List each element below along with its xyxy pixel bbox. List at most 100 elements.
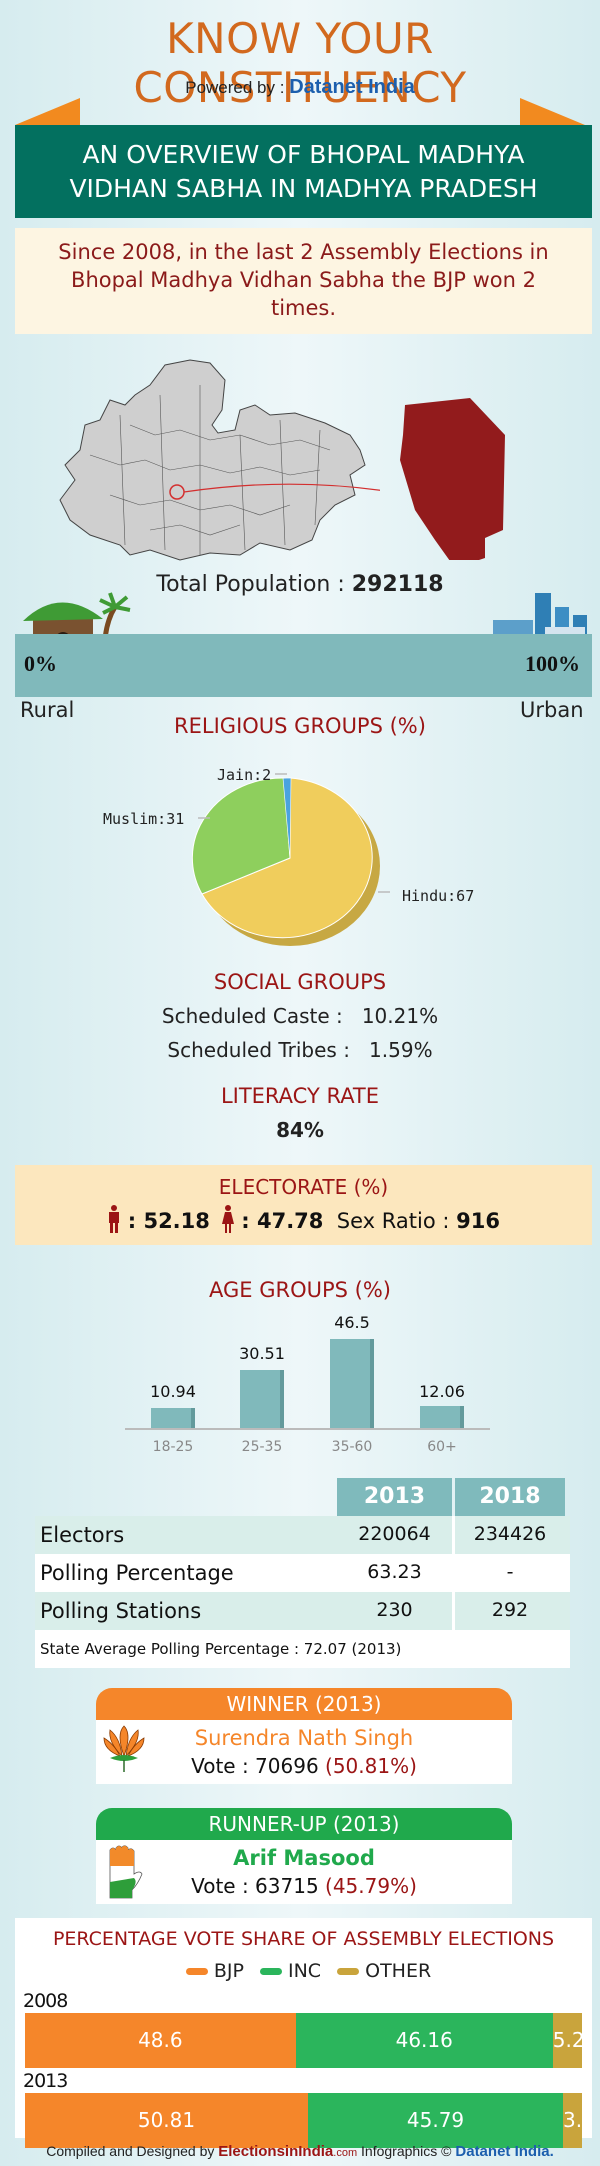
bar-2008-inc: 46.16 [295,2013,553,2068]
age-value-18-25: 10.94 [150,1382,196,1401]
bar-2008-other: 5.24 [552,2013,582,2068]
vote-share-year-2013: 2013 [23,2070,68,2092]
banner-line-2: VIDHAN SABHA IN MADHYA PRADESH [69,174,538,203]
legend-bjp-swatch [185,1968,208,1975]
vote-share-legend: BJP INC OTHER [15,1960,592,1982]
table-row: Electors 220064 234426 [35,1516,570,1554]
age-axis-line [125,1428,490,1430]
inc-hand-icon [109,1845,143,1899]
page-title: KNOW YOUR CONSTITUENCY [133,14,467,112]
bar-2008-bjp: 48.6 [25,2013,296,2068]
row-label: Polling Stations [40,1599,202,1623]
runner-up-name: Arif Masood [233,1846,375,1870]
age-value-60-plus: 12.06 [419,1382,465,1401]
age-bar-25-35 [240,1370,284,1430]
pie-label-jain: Jain:2 [217,766,272,784]
winner-heading: WINNER (2013) [96,1688,512,1720]
population-label: Total Population : [156,572,352,597]
sex-ratio-label: Sex Ratio : [336,1209,457,1233]
age-title-text: AGE GROUPS [209,1278,348,1302]
table-header-row: 2013 2018 [35,1478,570,1516]
age-cat-25-35: 25-35 [241,1439,283,1455]
runner-up-vote-count: Vote : 63715 [191,1874,326,1898]
pie-label-muslim: Muslim:31 [103,810,185,828]
row-value-2018: 292 [491,1599,529,1621]
state-average-note: State Average Polling Percentage : 72.07… [40,1640,402,1658]
age-cat-60-plus: 60+ [427,1439,457,1455]
age-cat-35-60: 35-60 [331,1439,373,1455]
legend-other-swatch [337,1968,360,1975]
header-2018: 2018 [455,1478,565,1516]
electorate-title-unit: (%) [347,1175,389,1199]
bar-2013-other: 3.4 [563,2093,582,2148]
rural-label: Rural [20,698,75,722]
header-2013: 2013 [337,1478,452,1516]
st-label: Scheduled Tribes : [167,1038,350,1062]
runner-up-vote: Vote : 63715 (45.79%) [96,1874,512,1898]
female-icon [221,1205,234,1233]
winner-body: Surendra Nath Singh Vote : 70696 (50.81%… [96,1720,512,1784]
religious-title-text: RELIGIOUS GROUPS [174,714,383,738]
age-bar-18-25 [151,1408,195,1430]
winner-card: WINNER (2013) Surendra Nath Singh Vote :… [96,1688,512,1784]
powered-by-label: Powered by : [185,78,290,97]
runner-up-card: RUNNER-UP (2013) Arif Masood Vote : 6371… [96,1808,512,1904]
winner-vote-count: Vote : 70696 [191,1754,326,1778]
age-title-unit: (%) [347,1278,391,1302]
female-percent: : 47.78 [241,1209,324,1233]
male-icon [109,1205,120,1233]
summary-line-1: Since 2008, in the last 2 Assembly Elect… [58,240,549,264]
runner-up-heading-text: RUNNER-UP [208,1812,327,1836]
constituency-map-icon [400,398,505,560]
ribbon-fold-left [15,98,80,125]
total-population: Total Population : 292118 [0,572,600,597]
age-bar-35-60 [330,1339,374,1430]
st-value: 1.59% [369,1038,433,1062]
age-value-25-35: 30.51 [239,1344,285,1363]
footer-site[interactable]: ElectionsinIndia.com [218,2143,357,2160]
footer-site-tld: .com [333,2147,358,2159]
winner-name: Surendra Nath Singh [194,1726,414,1750]
age-cat-18-25: 18-25 [152,1439,194,1455]
scheduled-tribes: Scheduled Tribes : 1.59% [0,1038,600,1062]
footer-compiled: Compiled and Designed by [46,2143,219,2159]
footer-dot: . [549,2143,554,2160]
religious-title-unit: (%) [382,714,426,738]
footer-brand[interactable]: Datanet India [455,2143,550,2160]
runner-up-heading: RUNNER-UP (2013) [96,1808,512,1840]
electorate-values: : 52.18 : 47.78 Sex Ratio : 916 [15,1205,592,1233]
electorate-title-text: ELECTORATE [218,1175,348,1199]
literacy-rate-value: 84% [276,1118,324,1142]
electorate-title: ELECTORATE (%) [15,1175,592,1199]
row-value-2018: 234426 [473,1523,547,1545]
vote-share-bar-2008: 48.6 46.16 5.24 [25,2013,582,2068]
religious-groups-title: RELIGIOUS GROUPS (%) [0,714,600,738]
powered-by: Powered by : Datanet India [0,76,600,99]
row-value-2018: - [506,1561,514,1583]
urban-label: Urban [520,698,584,722]
winner-vote-percent: (50.81%) [325,1754,417,1778]
table-row: Polling Percentage 63.23 - [35,1554,570,1592]
rural-hut-icon [23,592,131,640]
vote-share-bar-2013: 50.81 45.79 3.4 [25,2093,582,2148]
religious-pie-chart [191,773,390,946]
row-value-2013: 220064 [358,1523,431,1545]
summary-line-2: Bhopal Madhya Vidhan Sabha the BJP won 2 [71,268,536,292]
urban-percent: 100% [525,651,580,676]
bar-2013-bjp: 50.81 [25,2093,308,2148]
ribbon-fold-right [520,98,585,125]
bar-2013-inc: 45.79 [308,2093,564,2148]
powered-by-brand: Datanet India [289,76,415,98]
sex-ratio-value: 916 [456,1209,500,1233]
summary-line-3: times. [270,296,337,320]
legend-other-label: OTHER [365,1960,432,1982]
scheduled-caste: Scheduled Caste : 10.21% [0,1004,600,1028]
population-value: 292118 [351,572,444,597]
table-note-row: State Average Polling Percentage : 72.07… [35,1630,570,1668]
age-value-35-60: 46.5 [334,1313,370,1332]
winner-heading-text: WINNER [226,1692,309,1716]
vote-share-year-2008: 2008 [23,1990,68,2012]
vote-share-title: PERCENTAGE VOTE SHARE OF ASSEMBLY ELECTI… [52,1928,555,1950]
sc-value: 10.21% [361,1004,439,1028]
age-bar-60-plus [420,1406,464,1430]
